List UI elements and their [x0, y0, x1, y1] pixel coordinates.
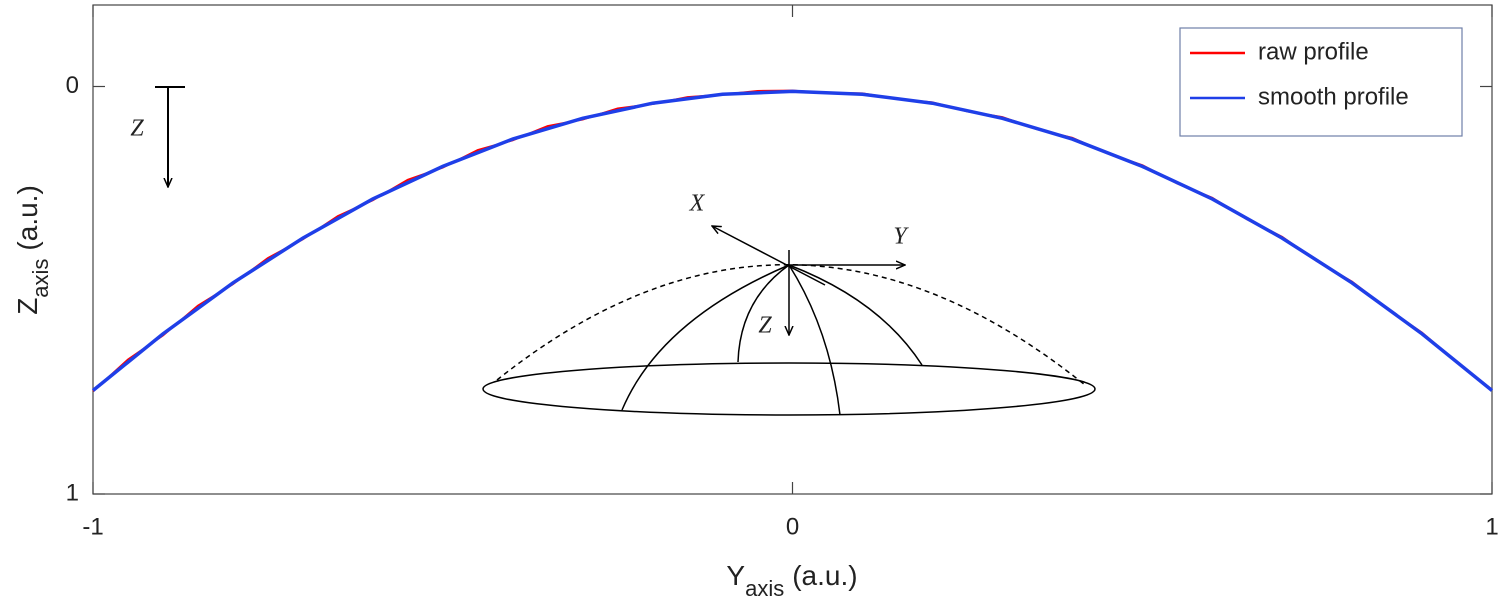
y-axis-label: Zaxis(a.u.)	[12, 185, 52, 315]
line-series	[91, 89, 1494, 392]
inset-diagram	[482, 226, 1096, 416]
annotation: X	[689, 191, 706, 217]
x-axis-label: Yaxis (a.u.)	[726, 560, 857, 600]
annotation: Y	[893, 224, 909, 250]
y-tick-label: 0	[66, 72, 79, 99]
z-arrow	[155, 86, 185, 187]
y-tick-label: 1	[66, 479, 79, 506]
annotation: Z	[758, 313, 772, 339]
legend-label: smooth profile	[1258, 83, 1409, 110]
x-tick-label: -1	[82, 513, 103, 540]
x-tick-label: 0	[786, 513, 799, 540]
x-tick-label: 1	[1485, 513, 1498, 540]
legend-label: raw profile	[1258, 38, 1369, 65]
legend-box	[1179, 27, 1463, 137]
annotation: Z	[130, 116, 144, 142]
